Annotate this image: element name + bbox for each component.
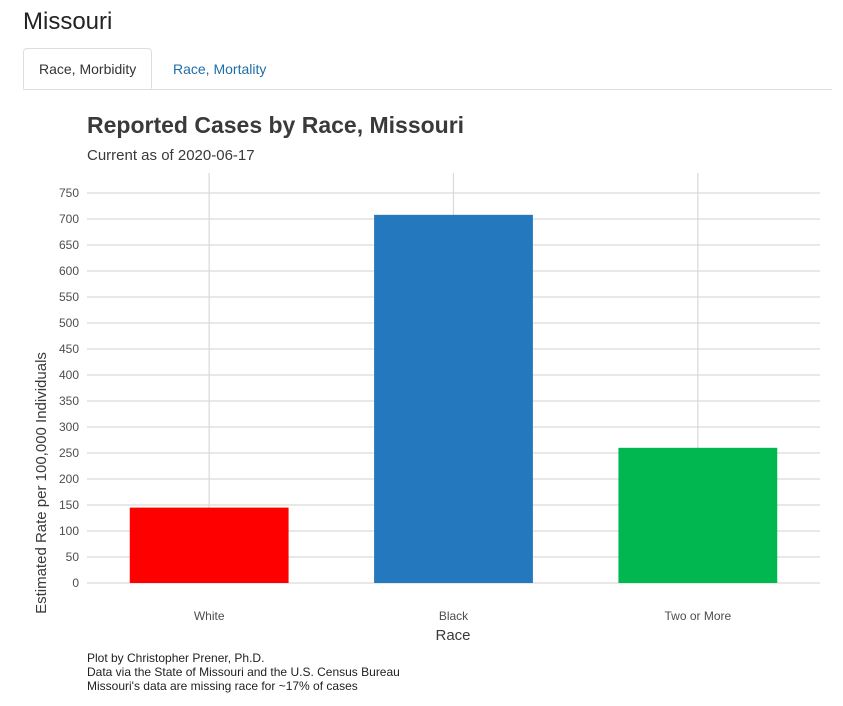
bar-black [374, 214, 533, 583]
y-tick-label: 550 [59, 290, 79, 304]
plot-area: 0 50 100 150 200 250 300 350 400 450 500 550 600 650 7… [59, 173, 820, 623]
y-tick-label: 350 [59, 394, 79, 408]
y-tick-label: 300 [59, 420, 79, 434]
y-tick-label: 50 [66, 550, 80, 564]
y-tick-label: 150 [59, 498, 79, 512]
y-tick-label: 400 [59, 368, 79, 382]
x-tick-label: White [194, 609, 225, 623]
bar-white [129, 507, 289, 583]
y-tick-label: 0 [72, 576, 79, 590]
y-tick-label: 500 [59, 316, 79, 330]
y-axis-label: Estimated Rate per 100,000 Individuals [33, 352, 50, 614]
tab-race-morbidity[interactable]: Race, Morbidity [23, 48, 153, 89]
bar-two-or-more [618, 447, 778, 583]
chart-subtitle: Current as of 2020-06-17 [87, 147, 255, 164]
page-title: Missouri [23, 8, 113, 35]
y-tick-label: 600 [59, 264, 79, 278]
caption-line-2: Data via the State of Missouri and the U… [87, 665, 400, 679]
y-tick-label: 100 [59, 524, 79, 538]
tab-bar: Race, Morbidity Race, Mortality [23, 48, 832, 90]
y-tick-label: 650 [59, 238, 79, 252]
tab-race-mortality[interactable]: Race, Mortality [173, 61, 267, 77]
y-tick-label: 250 [59, 446, 79, 460]
y-tick-label: 700 [59, 212, 79, 226]
y-tick-label: 450 [59, 342, 79, 356]
x-tick-label: Black [439, 609, 469, 623]
x-axis-label: Race [435, 627, 470, 644]
bar-chart: Reported Cases by Race, Missouri Current… [33, 112, 820, 693]
y-tick-label: 200 [59, 472, 79, 486]
x-tick-label: Two or More [664, 609, 731, 623]
caption-line-1: Plot by Christopher Prener, Ph.D. [87, 651, 264, 665]
caption-line-3: Missouri's data are missing race for ~17… [87, 679, 358, 693]
y-tick-label: 750 [59, 186, 79, 200]
chart-title: Reported Cases by Race, Missouri [87, 112, 464, 138]
